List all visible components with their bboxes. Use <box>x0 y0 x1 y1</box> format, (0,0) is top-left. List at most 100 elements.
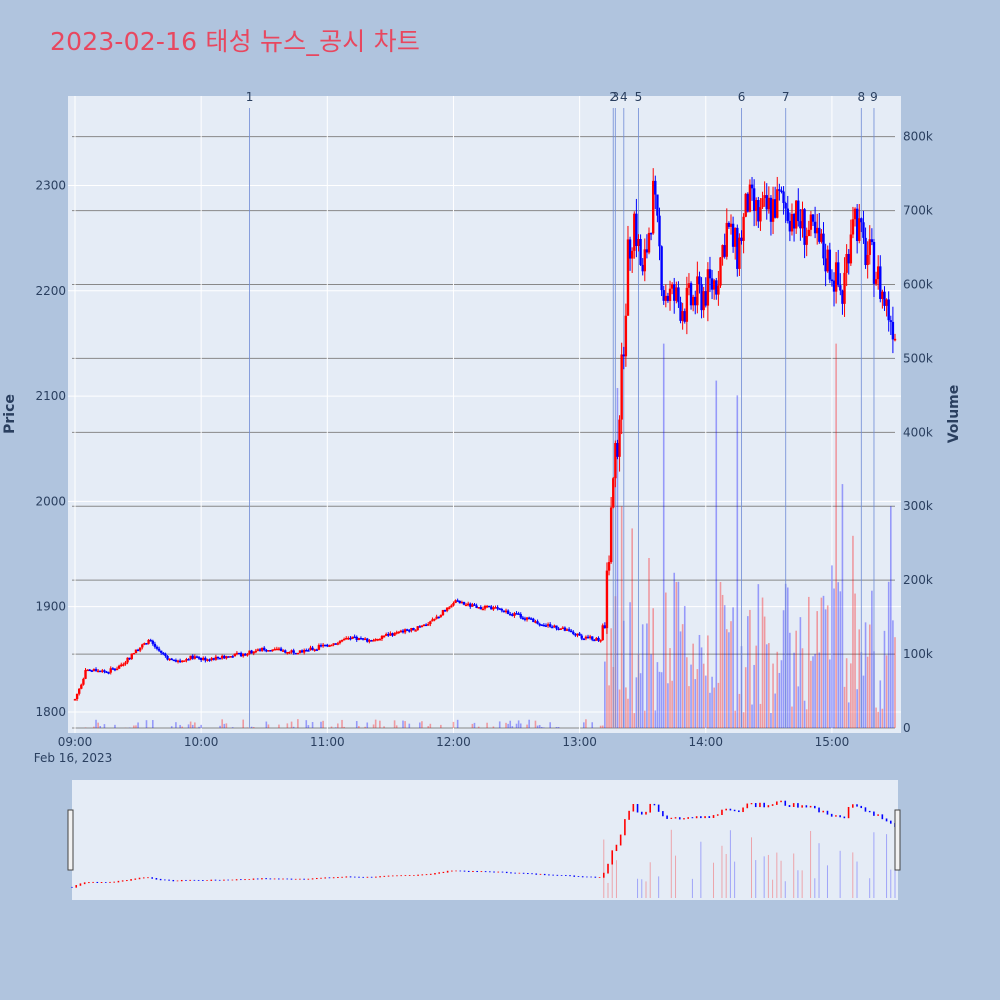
candle-body <box>538 623 541 626</box>
candle-body <box>80 684 83 689</box>
volume-bar <box>103 724 106 728</box>
candle-body <box>366 638 369 642</box>
candle-body <box>427 624 430 626</box>
candle-body <box>242 653 245 657</box>
volume-bar <box>555 727 558 728</box>
volume-bar <box>688 686 690 728</box>
candle-body <box>382 635 386 638</box>
volume-bar <box>713 687 715 728</box>
volume-bar <box>854 593 856 728</box>
candle-body <box>891 321 895 340</box>
candle-body <box>109 668 112 673</box>
volume-bar <box>526 724 528 728</box>
volume-bar <box>868 624 871 728</box>
volume-bar <box>786 587 789 728</box>
volume-bar <box>709 692 711 728</box>
candle-body <box>458 600 461 604</box>
candle-body <box>136 649 140 652</box>
candle-body <box>605 570 609 629</box>
candle-body <box>656 194 659 216</box>
candle-body <box>313 649 316 651</box>
candle-body <box>673 284 676 301</box>
candle-body <box>193 656 197 659</box>
candle-body <box>441 609 445 616</box>
price-candles <box>73 168 897 701</box>
volume-bar <box>473 722 476 728</box>
volume-bar <box>814 653 816 728</box>
range-slider-right-handle[interactable] <box>894 809 901 871</box>
volume-bar <box>534 720 537 728</box>
candle-body <box>164 653 167 656</box>
plot-area[interactable] <box>68 96 901 733</box>
candle-body <box>544 625 548 627</box>
volume-bar <box>845 658 848 728</box>
candle-body <box>557 628 560 631</box>
volume-bar <box>843 686 846 728</box>
volume-bar <box>650 654 652 728</box>
candle-body <box>162 652 165 655</box>
volume-bar <box>795 630 797 728</box>
volume-bar <box>807 596 810 728</box>
range-slider-left-handle[interactable] <box>67 809 74 871</box>
candle-body <box>870 239 874 242</box>
candle-body <box>570 630 573 633</box>
candle-body <box>216 656 220 659</box>
volume-bar <box>343 726 345 728</box>
candle-body <box>689 283 693 306</box>
candle-body <box>679 302 682 321</box>
volume-bar <box>831 565 833 728</box>
candle-body <box>593 639 596 642</box>
candle-body <box>92 669 96 671</box>
candle-body <box>252 651 255 654</box>
candle-body <box>576 633 579 636</box>
candle-body <box>803 209 806 245</box>
candle-body <box>246 654 249 656</box>
candle-body <box>94 669 98 671</box>
volume-bar <box>789 632 791 728</box>
volume-bar <box>601 725 604 728</box>
candle-body <box>834 262 838 292</box>
candle-body <box>124 662 127 665</box>
volume-bar <box>694 679 697 728</box>
candle-body <box>105 671 108 674</box>
volume-bar <box>810 660 812 728</box>
candle-body <box>687 283 691 288</box>
candle-body <box>273 648 276 651</box>
candle-body <box>763 195 766 199</box>
candle-body <box>832 280 836 292</box>
candle-body <box>143 643 146 645</box>
volume-bar <box>519 723 522 728</box>
candle-body <box>330 644 333 647</box>
volume-bar <box>856 689 858 728</box>
candle-body <box>811 214 815 222</box>
volume-tick-label: 600k <box>903 277 933 291</box>
range-slider[interactable] <box>72 780 898 900</box>
volume-bar <box>673 572 676 728</box>
candle-body <box>675 287 678 301</box>
volume-bar <box>669 648 671 728</box>
candle-body <box>315 649 318 651</box>
candle-body <box>778 189 781 191</box>
candle-body <box>551 626 554 629</box>
volume-bar <box>419 722 421 728</box>
candle-body <box>660 246 663 291</box>
candle-body <box>445 607 449 611</box>
volume-bar <box>707 635 709 728</box>
volume-bar <box>191 724 194 728</box>
volume-bar <box>591 722 594 728</box>
candle-body <box>828 249 832 280</box>
volume-bar <box>721 594 724 728</box>
candle-body <box>181 660 184 663</box>
volume-bars <box>84 343 896 728</box>
candle-body <box>595 637 598 641</box>
volume-bar <box>864 622 867 728</box>
volume-bar <box>717 682 720 728</box>
candle-body <box>813 221 817 234</box>
candle-body <box>889 320 892 322</box>
volume-bar <box>181 726 184 728</box>
candle-body <box>462 601 466 605</box>
volume-bar <box>585 719 587 728</box>
volume-bar <box>635 677 638 728</box>
price-axis-label: Price <box>2 394 18 434</box>
